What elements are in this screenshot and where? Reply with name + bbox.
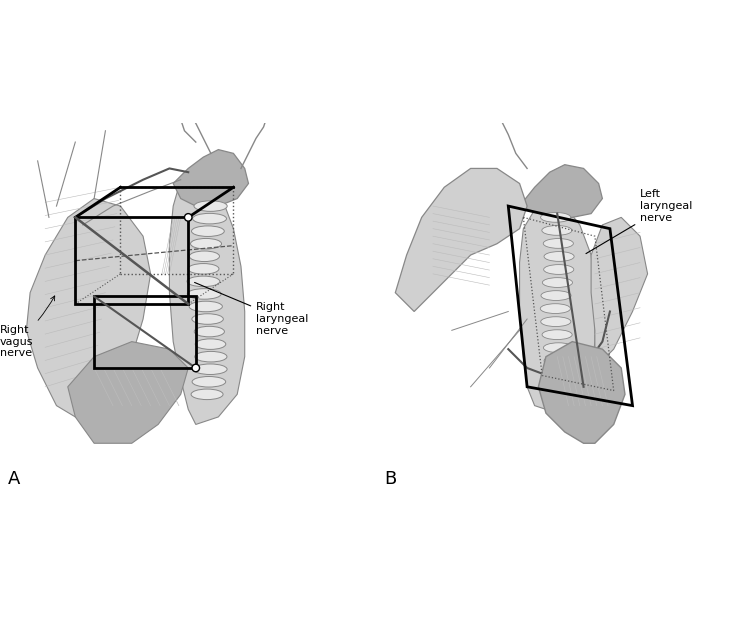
Ellipse shape bbox=[188, 264, 219, 274]
Polygon shape bbox=[395, 168, 527, 312]
Ellipse shape bbox=[544, 356, 574, 366]
Ellipse shape bbox=[194, 201, 227, 211]
Ellipse shape bbox=[194, 364, 227, 374]
Polygon shape bbox=[173, 150, 248, 206]
Polygon shape bbox=[538, 341, 625, 444]
Circle shape bbox=[192, 364, 200, 372]
Polygon shape bbox=[68, 341, 188, 444]
Ellipse shape bbox=[194, 326, 224, 337]
Ellipse shape bbox=[189, 301, 222, 312]
Ellipse shape bbox=[542, 382, 572, 392]
Ellipse shape bbox=[541, 303, 571, 313]
Text: Right
laryngeal
nerve: Right laryngeal nerve bbox=[194, 282, 309, 336]
Text: Left
laryngeal
nerve: Left laryngeal nerve bbox=[586, 189, 693, 254]
Ellipse shape bbox=[542, 278, 572, 287]
Ellipse shape bbox=[192, 376, 226, 387]
Ellipse shape bbox=[192, 314, 224, 325]
Ellipse shape bbox=[191, 239, 221, 249]
Polygon shape bbox=[26, 199, 151, 417]
Ellipse shape bbox=[542, 330, 572, 340]
Ellipse shape bbox=[544, 252, 574, 262]
Ellipse shape bbox=[189, 251, 219, 262]
Ellipse shape bbox=[195, 351, 227, 362]
Polygon shape bbox=[520, 202, 595, 413]
Ellipse shape bbox=[541, 291, 571, 300]
Ellipse shape bbox=[187, 276, 220, 287]
Polygon shape bbox=[169, 172, 245, 424]
Ellipse shape bbox=[193, 213, 227, 224]
Circle shape bbox=[184, 214, 192, 221]
Ellipse shape bbox=[541, 212, 571, 222]
Ellipse shape bbox=[542, 226, 572, 235]
Text: Right
vagus
nerve: Right vagus nerve bbox=[0, 296, 55, 358]
Ellipse shape bbox=[544, 369, 574, 379]
Text: B: B bbox=[384, 470, 396, 488]
Ellipse shape bbox=[187, 288, 221, 299]
Text: A: A bbox=[8, 470, 20, 488]
Ellipse shape bbox=[195, 339, 226, 350]
Ellipse shape bbox=[191, 389, 223, 399]
Polygon shape bbox=[520, 164, 602, 217]
Ellipse shape bbox=[191, 226, 224, 237]
Polygon shape bbox=[591, 217, 648, 368]
Ellipse shape bbox=[544, 343, 574, 353]
Ellipse shape bbox=[544, 265, 574, 274]
Ellipse shape bbox=[541, 316, 571, 326]
Ellipse shape bbox=[543, 239, 573, 249]
